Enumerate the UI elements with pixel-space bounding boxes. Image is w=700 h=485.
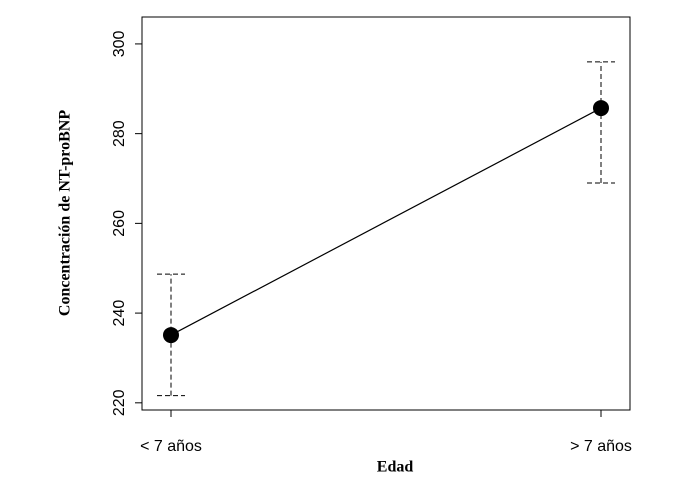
point — [593, 100, 609, 117]
error-bar — [587, 61, 615, 184]
y-tick-label: 280 — [111, 120, 128, 147]
y-tick-label: 220 — [111, 389, 128, 416]
x-tick-label: > 7 años — [570, 438, 632, 455]
y-tick-label: 240 — [111, 300, 128, 327]
point — [163, 327, 179, 344]
x-tick-label: < 7 años — [140, 438, 202, 455]
line — [170, 107, 602, 336]
y-tick-label: 300 — [111, 30, 128, 57]
x-axis-label: Edad — [377, 459, 414, 476]
plot-box — [141, 16, 631, 411]
y-axis-label: Concentración de NT-proBNP — [57, 110, 74, 316]
y-tick-label: 260 — [111, 210, 128, 237]
